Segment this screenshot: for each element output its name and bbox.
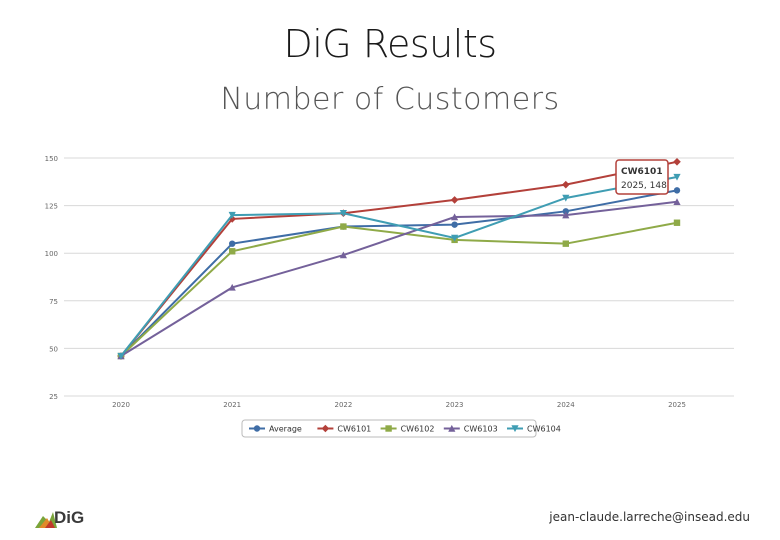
data-point [511,425,519,433]
y-tick-label: 50 [49,345,58,353]
legend-item[interactable]: CW6103 [443,424,498,434]
data-point [562,194,570,202]
legend-item[interactable]: CW6101 [317,425,371,434]
data-point [673,187,681,194]
series-cw6104 [117,173,681,360]
data-point [562,240,569,247]
legend-item[interactable]: CW6104 [507,425,561,434]
series-cw6103 [117,198,681,360]
data-point [228,283,236,291]
page-subtitle: Number of Customers [220,82,560,117]
y-tick-label: 25 [49,393,58,401]
x-tick-label: 2022 [334,401,352,409]
line-chart: 25 50 75 100 125 150 2020 2021 2022 2023 2024 2025… [36,148,740,450]
data-point [228,211,236,219]
footer-email: jean-claude.larreche@insead.edu [549,510,750,524]
x-tick-label: 2020 [112,401,130,409]
series-line [120,160,678,357]
y-tick-label: 100 [45,250,58,258]
data-point [339,210,347,217]
chart-tooltip: CW6101 2025, 148 [615,159,669,195]
data-point [562,180,570,189]
x-tick-label: 2025 [668,401,686,409]
y-tick-label: 125 [45,203,58,211]
chart-legend[interactable]: Average CW6101 CW6102 CW6103 CW6104 [241,419,561,438]
data-point [562,211,570,219]
tooltip-value: 2025, 148 [621,181,667,191]
data-point [229,248,236,255]
data-point [673,158,681,166]
chart-series [117,158,681,360]
data-point [451,213,459,221]
data-point [673,173,681,181]
legend-item[interactable]: Average [249,425,302,434]
data-point [385,425,392,432]
legend-label: Average [269,425,302,434]
legend-label: CW6101 [337,425,371,434]
data-point [339,251,347,259]
page-title: DiG Results [283,22,497,66]
tooltip-box [615,159,669,195]
legend-item[interactable]: CW6102 [380,425,435,434]
legend-label: CW6104 [527,425,561,434]
data-point [340,223,347,230]
data-point [450,196,459,204]
x-tick-label: 2021 [223,401,241,409]
data-point [253,425,261,432]
x-axis-ticks: 2020 2021 2022 2023 2024 2025 [112,401,686,409]
y-axis-ticks: 25 50 75 100 125 150 [45,155,58,401]
data-point [673,198,681,205]
data-point [451,221,458,228]
data-point [562,208,569,215]
y-tick-label: 150 [45,155,58,163]
data-point [448,424,456,432]
data-point [117,352,125,360]
legend-label: CW6102 [401,425,435,434]
data-point [451,234,459,242]
dig-logo-icon [35,512,57,528]
data-point [228,215,236,223]
tooltip-title: CW6101 [621,167,663,177]
data-point [321,424,330,433]
logo-text: DiG [54,508,85,527]
series-line [120,176,678,357]
data-point [229,240,236,247]
chart-background [36,148,740,450]
x-tick-label: 2023 [446,401,464,409]
x-tick-label: 2024 [557,401,575,409]
series-line [120,221,678,357]
legend-label: CW6103 [464,425,498,434]
series-line [120,200,678,357]
y-tick-label: 75 [49,298,58,306]
data-point [673,219,681,226]
